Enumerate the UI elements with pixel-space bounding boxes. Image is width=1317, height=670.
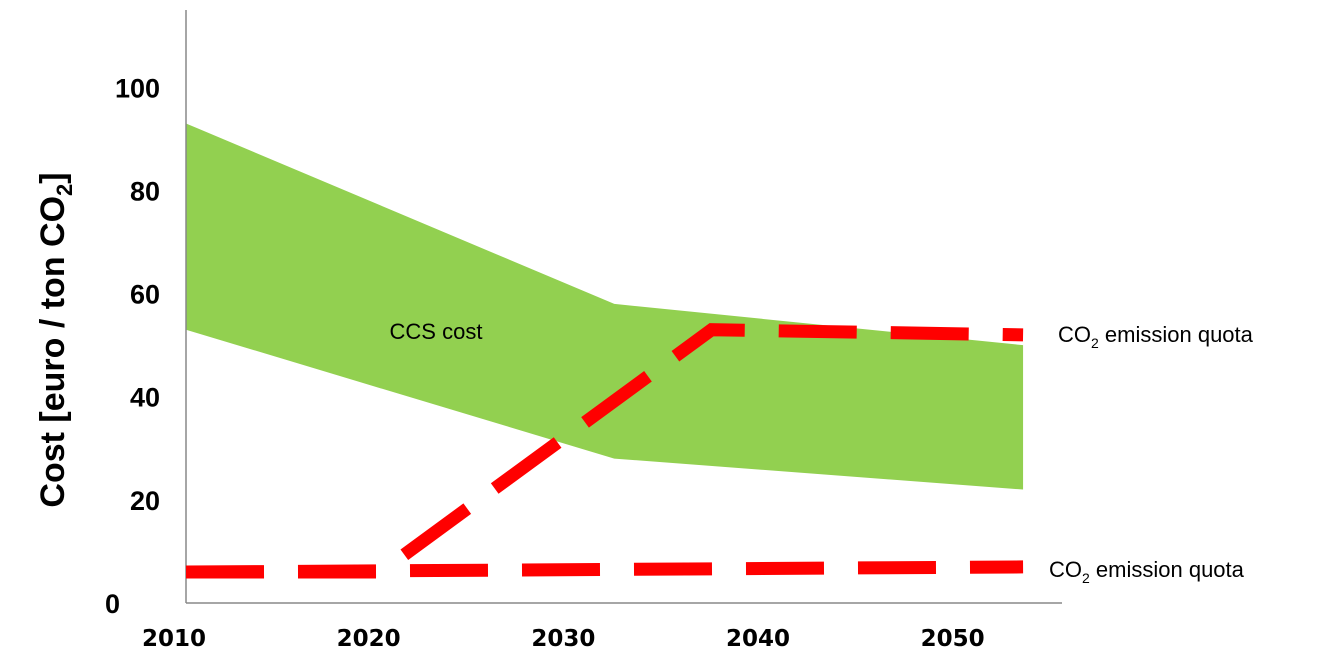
y-tick-label: 40 [130, 383, 160, 413]
y-tick-label: 20 [130, 486, 160, 516]
x-tick-label: 2040 [726, 626, 790, 652]
y-tick-label: 80 [130, 176, 160, 206]
x-tick-label: 2020 [337, 626, 401, 652]
x-tick-label: 2030 [531, 626, 595, 652]
ccs-band-layer [186, 123, 1024, 490]
ccs-cost-band [186, 123, 1024, 490]
series-layer [185, 323, 1024, 579]
ccs-cost-label: CCS cost [390, 319, 483, 344]
y-axis-title: Cost [euro / ton CO2] [34, 172, 77, 507]
x-tick-label: 2010 [142, 626, 206, 652]
axis-layer [185, 10, 1062, 604]
y-tick-label: 100 [115, 73, 160, 103]
series-line-2 [185, 560, 1024, 579]
x-tick-labels: 2010 2020 2030 2040 2050 [142, 626, 985, 652]
x-tick-label: 2050 [921, 626, 985, 652]
quota-label-lower: CO2 emission quota [1049, 557, 1245, 586]
quota-label-upper: CO2 emission quota [1058, 322, 1254, 351]
y-tick-label: 0 [105, 589, 120, 619]
y-tick-label: 60 [130, 280, 160, 310]
series-line-1 [186, 323, 1024, 579]
y-tick-labels: 0 20 40 60 80 100 [105, 73, 160, 619]
